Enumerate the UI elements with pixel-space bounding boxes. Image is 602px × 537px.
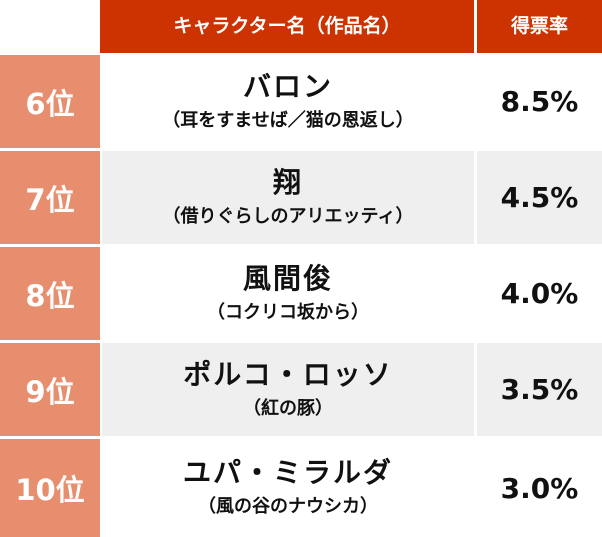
character-name: ユパ・ミラルダ [182, 456, 393, 489]
vote-rate: 4.5% [500, 181, 579, 214]
rate-cell: 3.0% [477, 439, 602, 537]
work-title: （風の谷のナウシカ） [198, 496, 378, 517]
character-name: 風間俊 [242, 261, 333, 295]
vote-rate: 4.0% [500, 277, 579, 310]
rate-cell: 8.5% [477, 55, 602, 148]
work-title: （コクリコ坂から） [207, 301, 369, 323]
table-row-rank-10: 10位 ユパ・ミラルダ （風の谷のナウシカ） 3.0% [0, 439, 602, 537]
character-name: バロン [242, 69, 333, 103]
rank-label: 6位 [0, 55, 100, 148]
rank-label: 10位 [0, 439, 100, 537]
name-cell: 風間俊 （コクリコ坂から） [102, 247, 474, 340]
work-title: （耳をすませば／猫の恩返し） [162, 109, 414, 131]
name-cell: ポルコ・ロッソ （紅の豚） [102, 343, 474, 436]
header-rate-column: 得票率 [477, 0, 602, 53]
work-title: （紅の豚） [243, 397, 333, 419]
rank-label: 7位 [0, 151, 100, 244]
table-row-rank-8: 8位 風間俊 （コクリコ坂から） 4.0% [0, 247, 602, 340]
rate-cell: 4.0% [477, 247, 602, 340]
character-name: ポルコ・ロッソ [183, 357, 393, 391]
table-header: キャラクター名（作品名） 得票率 [0, 0, 602, 53]
rank-label: 9位 [0, 343, 100, 436]
header-name-column: キャラクター名（作品名） [100, 0, 474, 53]
vote-rate: 8.5% [500, 85, 579, 118]
rate-cell: 4.5% [477, 151, 602, 244]
name-cell: バロン （耳をすませば／猫の恩返し） [102, 55, 474, 148]
vote-rate: 3.5% [500, 373, 579, 406]
name-cell: ユパ・ミラルダ （風の谷のナウシカ） [102, 439, 474, 537]
table-row-rank-7: 7位 翔 （借りぐらしのアリエッティ） 4.5% [0, 151, 602, 244]
vote-rate: 3.0% [500, 471, 579, 505]
header-blank-cell [0, 0, 100, 53]
table-row-rank-6: 6位 バロン （耳をすませば／猫の恩返し） 8.5% [0, 55, 602, 148]
work-title: （借りぐらしのアリエッティ） [162, 205, 414, 227]
rate-cell: 3.5% [477, 343, 602, 436]
rank-label: 8位 [0, 247, 100, 340]
name-cell: 翔 （借りぐらしのアリエッティ） [102, 151, 474, 244]
table-row-rank-9: 9位 ポルコ・ロッソ （紅の豚） 3.5% [0, 343, 602, 436]
character-name: 翔 [272, 165, 303, 199]
